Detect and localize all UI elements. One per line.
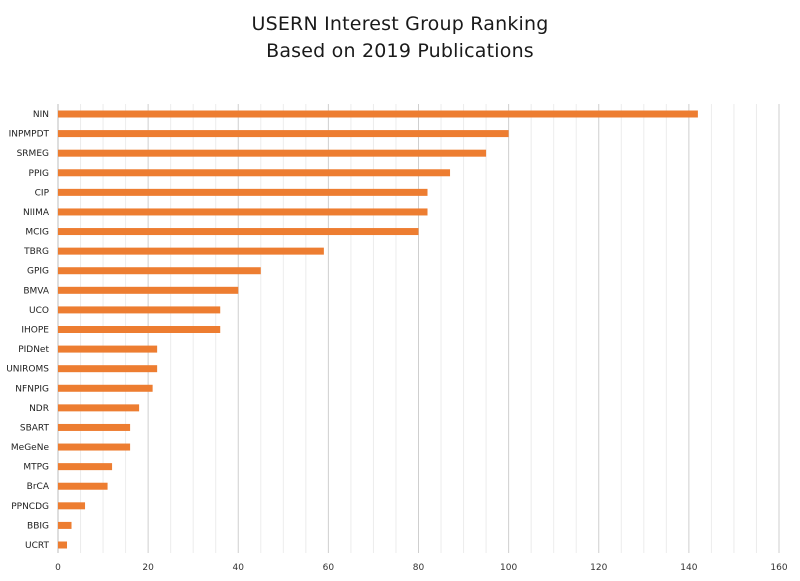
category-label: NIN xyxy=(33,110,49,120)
bar-sbart xyxy=(58,423,131,431)
bar-gpig xyxy=(58,267,261,275)
bar-brca xyxy=(58,482,108,490)
bar-mtpg xyxy=(58,463,113,471)
bar-bmva xyxy=(58,286,239,294)
category-label: NDR xyxy=(29,404,49,414)
bar-ucrt xyxy=(58,541,68,549)
category-label: MeGeNe xyxy=(11,443,50,453)
x-tick-label: 20 xyxy=(142,563,154,573)
bar-pidnet xyxy=(58,345,158,353)
x-tick-label: 60 xyxy=(323,563,335,573)
category-label: UNIROMS xyxy=(6,365,49,375)
category-label: TBRG xyxy=(23,247,49,257)
category-label: CIP xyxy=(35,188,50,198)
x-tick-label: 100 xyxy=(500,563,517,573)
bar-nfnpig xyxy=(58,384,153,392)
chart-title-line-1: USERN Interest Group Ranking xyxy=(251,13,549,35)
category-label: MCIG xyxy=(25,228,49,238)
chart-title-line-2: Based on 2019 Publications xyxy=(266,40,534,62)
category-label: NIIMA xyxy=(23,208,50,218)
category-label: UCRT xyxy=(25,541,49,551)
bar-mcig xyxy=(58,228,419,236)
category-label: MTPG xyxy=(23,463,49,473)
bar-nin xyxy=(58,110,698,118)
bar-cip xyxy=(58,188,428,196)
category-label: PPNCDG xyxy=(11,502,49,512)
bar-srmeg xyxy=(58,149,487,157)
bar-uco xyxy=(58,306,221,314)
category-label: NFNPIG xyxy=(15,384,49,394)
category-label: BMVA xyxy=(23,286,50,296)
bar-ihope xyxy=(58,326,221,333)
bar-ppig xyxy=(58,169,451,177)
bar-bbig xyxy=(58,521,72,529)
category-label: PPIG xyxy=(29,169,50,179)
bar-niima xyxy=(58,208,428,216)
x-tick-label: 80 xyxy=(413,563,425,573)
category-label: PIDNet xyxy=(18,345,49,355)
x-tick-label: 0 xyxy=(55,563,61,573)
category-label: BBIG xyxy=(27,521,49,531)
x-tick-label: 120 xyxy=(590,563,607,573)
category-label: UCO xyxy=(29,306,49,316)
category-label: IHOPE xyxy=(21,326,49,336)
bar-uniroms xyxy=(58,365,158,373)
bar-megene xyxy=(58,443,131,451)
category-label: SRMEG xyxy=(17,149,49,159)
bar-inpmpdt xyxy=(58,130,509,138)
bar-ppncdg xyxy=(58,502,86,510)
x-tick-label: 40 xyxy=(233,563,245,573)
category-label: GPIG xyxy=(27,267,49,277)
x-tick-label: 160 xyxy=(770,563,787,573)
category-label: INPMPDT xyxy=(9,130,50,140)
category-label: SBART xyxy=(20,423,50,433)
bar-tbrg xyxy=(58,247,324,255)
x-tick-label: 140 xyxy=(680,563,697,573)
bar-ndr xyxy=(58,404,140,412)
category-label: BrCA xyxy=(27,482,50,492)
